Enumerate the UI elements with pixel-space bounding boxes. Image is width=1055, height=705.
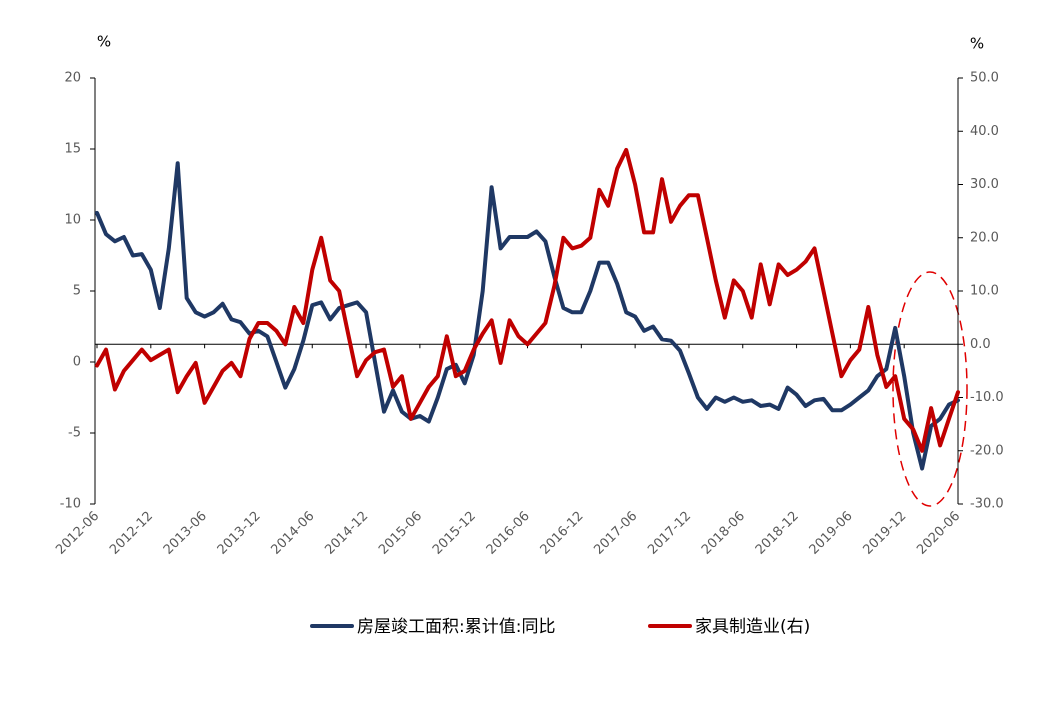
legend-text: 房屋竣工面积:累计值:同比 bbox=[357, 617, 555, 637]
y2-tick-label: 40.0 bbox=[970, 124, 999, 139]
x-tick-label: 2016-06 bbox=[484, 509, 533, 558]
y2-tick-label: 10.0 bbox=[970, 284, 999, 299]
series-line bbox=[95, 161, 960, 471]
y-axis-unit: % bbox=[97, 33, 111, 51]
x-tick-label: 2019-12 bbox=[860, 509, 909, 558]
y-tick-label: 15 bbox=[64, 142, 81, 157]
x-tick-label: 2017-12 bbox=[645, 509, 694, 558]
y2-tick-label: -30.0 bbox=[970, 497, 1004, 512]
y2-tick-label: 20.0 bbox=[970, 230, 999, 245]
x-tick-label: 2014-06 bbox=[269, 509, 318, 558]
y-tick-label: -5 bbox=[68, 426, 81, 441]
x-tick-label: 2020-06 bbox=[914, 509, 963, 558]
x-tick-label: 2016-12 bbox=[538, 509, 587, 558]
y-tick-label: 20 bbox=[64, 71, 81, 86]
x-tick-label: 2012-06 bbox=[53, 509, 102, 558]
x-tick-label: 2012-12 bbox=[107, 509, 156, 558]
y2-tick-label: 30.0 bbox=[970, 177, 999, 192]
y2-tick-label: 0.0 bbox=[970, 337, 991, 352]
series-line bbox=[95, 147, 960, 453]
x-tick-label: 2015-06 bbox=[376, 509, 425, 558]
x-tick-label: 2014-12 bbox=[322, 509, 371, 558]
x-tick-label: 2013-06 bbox=[161, 509, 210, 558]
y2-tick-label: 50.0 bbox=[970, 71, 999, 86]
y-tick-label: 10 bbox=[64, 213, 81, 228]
y2-axis-unit: % bbox=[970, 35, 984, 53]
x-tick-label: 2019-06 bbox=[807, 509, 856, 558]
y-tick-label: 5 bbox=[73, 284, 81, 299]
y-tick-label: -10 bbox=[60, 497, 81, 512]
legend-text: 家具制造业(右) bbox=[695, 617, 810, 637]
x-tick-label: 2018-12 bbox=[753, 509, 802, 558]
highlight-ellipse bbox=[892, 271, 968, 507]
x-tick-label: 2013-12 bbox=[215, 509, 264, 558]
y2-tick-label: -10.0 bbox=[970, 390, 1004, 405]
y-tick-label: 0 bbox=[73, 355, 81, 370]
x-tick-label: 2017-06 bbox=[591, 509, 640, 558]
y2-tick-label: -20.0 bbox=[970, 443, 1004, 458]
x-tick-label: 2015-12 bbox=[430, 509, 479, 558]
x-tick-label: 2018-06 bbox=[699, 509, 748, 558]
